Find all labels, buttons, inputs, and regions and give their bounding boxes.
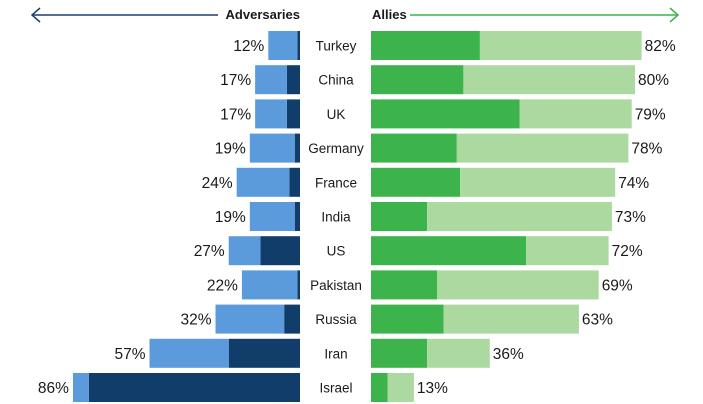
row-uk: 17% UK 79%	[220, 99, 666, 129]
adversaries-arrow-icon	[30, 7, 41, 23]
allies-header: Allies	[372, 7, 407, 22]
adversaries-header: Adversaries	[226, 7, 300, 22]
bar-adversaries-somewhat-russia	[215, 304, 285, 334]
bar-adversaries-somewhat-us	[228, 236, 261, 266]
bar-adversaries-strong-india	[294, 202, 300, 231]
bar-adversaries-somewhat-uk	[255, 99, 287, 129]
row-us: 27% US 72%	[194, 236, 643, 266]
bar-adversaries-somewhat-pakistan	[241, 270, 298, 300]
label-adversaries-france: 24%	[202, 175, 233, 192]
bar-adversaries-strong-us	[260, 236, 300, 266]
row-india: 19% India 73%	[215, 202, 646, 231]
bar-allies-somewhat-turkey	[479, 31, 642, 60]
label-allies-india: 73%	[615, 209, 646, 226]
bar-adversaries-strong-china	[286, 65, 300, 95]
label-adversaries-uk: 17%	[220, 106, 251, 123]
bar-adversaries-strong-germany	[294, 133, 300, 163]
label-allies-israel: 13%	[417, 380, 448, 397]
bar-allies-strong-russia	[371, 304, 444, 334]
bar-adversaries-strong-russia	[284, 304, 300, 334]
label-allies-france: 74%	[618, 175, 649, 192]
label-country-turkey: Turkey	[316, 39, 357, 54]
bar-adversaries-strong-turkey	[297, 31, 300, 60]
bar-adversaries-strong-france	[289, 167, 300, 197]
label-allies-uk: 79%	[635, 106, 666, 123]
bar-adversaries-somewhat-india	[249, 202, 295, 231]
label-country-china: China	[318, 73, 354, 88]
label-country-france: France	[315, 175, 357, 190]
label-adversaries-israel: 86%	[38, 380, 69, 397]
row-france: 24% France 74%	[202, 167, 649, 197]
bar-allies-strong-india	[371, 202, 428, 231]
bar-allies-somewhat-china	[463, 65, 635, 95]
label-adversaries-iran: 57%	[114, 346, 145, 363]
bar-adversaries-somewhat-france	[236, 167, 290, 197]
bar-allies-strong-germany	[371, 133, 457, 163]
bar-adversaries-somewhat-germany	[249, 133, 295, 163]
bar-allies-strong-france	[371, 167, 461, 197]
bar-adversaries-somewhat-china	[255, 65, 287, 95]
label-allies-us: 72%	[612, 243, 643, 260]
label-country-us: US	[327, 244, 346, 259]
bar-allies-strong-pakistan	[371, 270, 437, 300]
bar-allies-somewhat-uk	[519, 99, 632, 129]
bar-allies-somewhat-germany	[456, 133, 629, 163]
label-adversaries-turkey: 12%	[233, 38, 264, 55]
label-country-russia: Russia	[315, 312, 357, 327]
row-turkey: 12% Turkey 82%	[233, 31, 676, 60]
bar-adversaries-somewhat-turkey	[268, 31, 298, 60]
bar-adversaries-strong-iran	[228, 338, 300, 368]
label-allies-china: 80%	[638, 72, 669, 89]
bar-allies-somewhat-pakistan	[437, 270, 599, 300]
row-israel: 86% Israel 13%	[38, 373, 448, 402]
bar-allies-somewhat-iran	[427, 338, 490, 368]
label-country-uk: UK	[327, 107, 346, 122]
label-country-india: India	[321, 210, 351, 225]
chart-header: Adversaries Allies	[30, 7, 680, 23]
bar-allies-somewhat-india	[427, 202, 612, 231]
bar-allies-strong-china	[371, 65, 464, 95]
row-germany: 19% Germany 78%	[215, 133, 663, 163]
label-adversaries-russia: 32%	[180, 312, 211, 329]
label-country-israel: Israel	[319, 381, 352, 396]
row-russia: 32% Russia 63%	[180, 304, 613, 334]
label-allies-germany: 78%	[631, 141, 662, 158]
label-allies-pakistan: 69%	[602, 277, 633, 294]
label-allies-turkey: 82%	[645, 38, 676, 55]
bar-adversaries-somewhat-iran	[149, 338, 229, 368]
row-iran: 57% Iran 36%	[114, 338, 524, 368]
bar-adversaries-strong-uk	[286, 99, 300, 129]
chart-rows: 12% Turkey 82% 17% China 80% 17% UK 79% 19% German…	[38, 31, 676, 402]
label-country-germany: Germany	[308, 141, 364, 156]
bar-allies-somewhat-us	[526, 236, 609, 266]
bar-adversaries-strong-pakistan	[297, 270, 300, 300]
bar-allies-strong-turkey	[371, 31, 480, 60]
bar-allies-strong-israel	[371, 373, 388, 402]
label-adversaries-us: 27%	[194, 243, 225, 260]
label-allies-russia: 63%	[582, 312, 613, 329]
label-adversaries-pakistan: 22%	[207, 277, 238, 294]
bar-allies-somewhat-israel	[387, 373, 414, 402]
bar-allies-somewhat-russia	[443, 304, 579, 334]
bar-allies-somewhat-france	[460, 167, 616, 197]
label-adversaries-china: 17%	[220, 72, 251, 89]
bar-allies-strong-uk	[371, 99, 520, 129]
bar-allies-strong-iran	[371, 338, 428, 368]
label-country-iran: Iran	[324, 346, 347, 361]
label-adversaries-india: 19%	[215, 209, 246, 226]
label-adversaries-germany: 19%	[215, 141, 246, 158]
allies-arrow-icon	[669, 7, 680, 23]
row-pakistan: 22% Pakistan 69%	[207, 270, 633, 300]
bar-allies-strong-us	[371, 236, 527, 266]
label-allies-iran: 36%	[493, 346, 524, 363]
bar-adversaries-strong-israel	[88, 373, 300, 402]
row-china: 17% China 80%	[220, 65, 669, 95]
label-country-pakistan: Pakistan	[310, 278, 362, 293]
bar-adversaries-somewhat-israel	[72, 373, 89, 402]
